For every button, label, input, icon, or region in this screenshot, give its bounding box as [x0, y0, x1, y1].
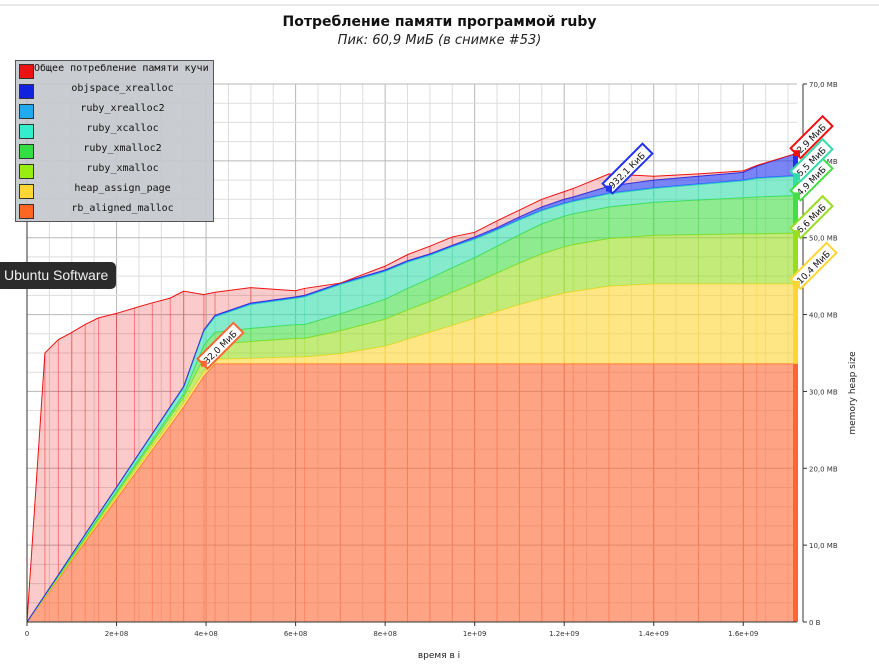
x-tick-label: 8e+08 — [373, 630, 397, 638]
x-tick-label: 1.2e+09 — [549, 630, 579, 638]
annotation-marker — [794, 192, 800, 199]
top-border-line — [0, 4, 879, 6]
y-tick-label: 40,0 MB — [809, 312, 838, 320]
edge-bar-segment — [793, 153, 798, 176]
legend-item-heap-assign-page[interactable]: heap_assign_page — [16, 181, 213, 201]
edge-bar-segment — [793, 195, 798, 234]
y-tick-label: 70,0 MB — [809, 81, 838, 89]
legend-label: heap_assign_page — [74, 183, 171, 194]
annotation-marker — [200, 360, 207, 367]
x-tick-label: 4e+08 — [194, 630, 218, 638]
edge-bar-segment — [793, 363, 798, 622]
legend-label: objspace_xrealloc — [71, 83, 174, 94]
x-tick-label: 6e+08 — [284, 630, 308, 638]
chart-legend: Общее потребление памяти кучи objspace_x… — [15, 60, 214, 222]
ubuntu-software-tooltip: Ubuntu Software — [0, 262, 117, 289]
legend-item-objspace-xrealloc[interactable]: objspace_xrealloc — [16, 81, 213, 101]
area-ruby-xmalloc — [27, 233, 797, 623]
x-tick-label: 1.6e+09 — [728, 630, 758, 638]
y-axis-label: memory heap size — [848, 351, 858, 435]
legend-swatch — [19, 64, 34, 79]
legend-label: rb_aligned_malloc — [71, 203, 174, 214]
annotation-marker — [794, 173, 800, 180]
x-tick-label: 2e+08 — [105, 630, 129, 638]
x-tick-label: 1.4e+09 — [639, 630, 669, 638]
legend-item-ruby-xmalloc2[interactable]: ruby_xmalloc2 — [16, 141, 213, 161]
legend-swatch — [19, 204, 34, 219]
area-rb-aligned-malloc — [27, 363, 797, 622]
legend-label: Общее потребление памяти кучи — [34, 63, 209, 74]
legend-label: ruby_xmalloc — [86, 163, 159, 174]
x-tick-label: 1e+09 — [463, 630, 487, 638]
legend-item-rb-aligned-malloc[interactable]: rb_aligned_malloc — [16, 201, 213, 221]
legend-item-ruby-xcalloc[interactable]: ruby_xcalloc — [16, 121, 213, 141]
annotation-marker — [794, 150, 800, 157]
legend-swatch — [19, 144, 34, 159]
edge-bar-segment — [793, 233, 798, 284]
y-tick-label: 10,0 MB — [809, 542, 838, 550]
legend-swatch — [19, 84, 34, 99]
legend-swatch — [19, 104, 34, 119]
area-total-heap-line — [26, 152, 798, 623]
x-tick-label: 0 — [25, 630, 29, 638]
legend-item-ruby-xrealloc2[interactable]: ruby_xrealloc2 — [16, 101, 213, 121]
area-total-heap — [27, 153, 797, 622]
y-tick-label: 20,0 MB — [809, 465, 838, 473]
x-axis-label: время в i — [418, 651, 460, 661]
chart-title: Потребление памяти программой ruby — [282, 14, 597, 30]
area-heap-assign-page — [27, 283, 797, 622]
legend-label: ruby_xcalloc — [86, 123, 159, 134]
legend-swatch — [19, 124, 34, 139]
legend-label: ruby_xrealloc2 — [80, 103, 165, 114]
annotation-marker — [794, 280, 800, 287]
legend-item-total[interactable]: Общее потребление памяти кучи — [16, 61, 213, 81]
y-tick-label: 50,0 MB — [809, 235, 838, 243]
y-tick-label: 0 B — [809, 619, 821, 627]
annotation-marker — [605, 185, 612, 192]
legend-label: ruby_xmalloc2 — [83, 143, 162, 154]
legend-item-ruby-xmalloc[interactable]: ruby_xmalloc — [16, 161, 213, 181]
edge-bar-segment — [793, 283, 798, 364]
legend-swatch — [19, 164, 34, 179]
legend-swatch — [19, 184, 34, 199]
area-ruby-xcalloc — [27, 176, 797, 622]
annotation-marker — [794, 230, 800, 237]
y-tick-label: 30,0 MB — [809, 388, 838, 396]
chart-subtitle: Пик: 60,9 МиБ (в снимке #53) — [337, 33, 542, 48]
